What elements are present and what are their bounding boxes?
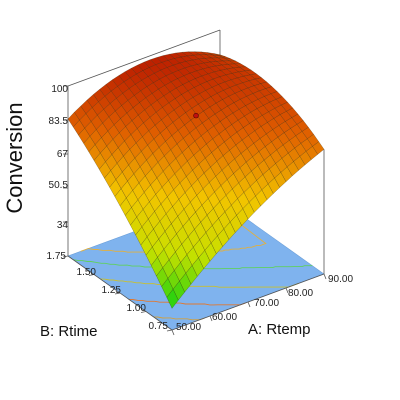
x-tick-mark — [171, 329, 175, 336]
y-tick-mark — [62, 255, 69, 258]
z-tick-label: 100 — [51, 84, 68, 95]
y-tick-mark — [88, 274, 95, 276]
x-tick-mark — [247, 301, 251, 308]
y-tick-labels: 1.75 1.50 1.25 1.00 0.75 — [47, 251, 169, 332]
y-tick-mark — [140, 311, 147, 313]
x-axis-label: A: Rtemp — [248, 321, 311, 338]
floor-contour — [100, 278, 299, 288]
surface-cell — [166, 288, 179, 309]
y-axis-label: B: Rtime — [40, 323, 98, 340]
x-tick-label: 50.00 — [176, 322, 201, 333]
z-tick-label: 34 — [57, 220, 69, 231]
z-tick-label: 50.5 — [49, 180, 69, 191]
x-tick-label: 80.00 — [288, 288, 313, 299]
z-axis-label: Conversion — [2, 102, 27, 213]
x-tick-labels: 50.00 60.00 70.00 80.00 90.00 — [176, 274, 353, 333]
y-tick-label: 1.75 — [47, 251, 67, 262]
surface-layer — [67, 51, 325, 309]
y-tick-label: 1.50 — [77, 267, 97, 278]
floor-contour — [129, 299, 246, 306]
top-edge-line — [67, 29, 221, 87]
z-tick-label: 83.5 — [49, 116, 69, 127]
point-layer — [193, 112, 199, 119]
x-tick-mark — [285, 287, 289, 294]
y-tick-label: 1.25 — [102, 285, 122, 296]
y-tick-mark — [166, 329, 173, 332]
y-tick-mark — [114, 292, 121, 295]
x-tick-label: 60.00 — [212, 312, 237, 323]
design-point — [193, 112, 199, 119]
x-tick-label: 70.00 — [254, 298, 279, 309]
z-tick-label: 67 — [57, 149, 69, 160]
x-tick-mark — [209, 315, 213, 322]
z-tick-labels: 34 50.5 67 83.5 100 — [49, 84, 69, 231]
x-tick-mark — [323, 273, 327, 280]
x-tick-label: 90.00 — [328, 274, 353, 285]
y-tick-label: 1.00 — [127, 303, 147, 314]
y-tick-label: 0.75 — [149, 321, 169, 332]
